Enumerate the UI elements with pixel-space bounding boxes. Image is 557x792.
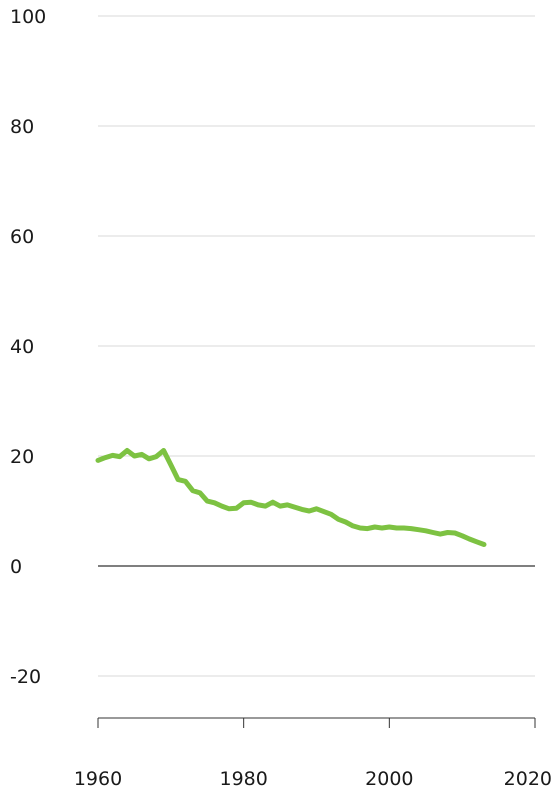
data-point xyxy=(344,520,348,524)
data-point xyxy=(249,500,253,504)
data-point xyxy=(169,463,173,467)
data-point xyxy=(467,537,471,541)
data-point xyxy=(417,528,421,532)
data-point xyxy=(271,500,275,504)
data-point xyxy=(438,532,442,536)
data-point xyxy=(264,504,268,508)
data-point xyxy=(125,449,129,453)
data-point xyxy=(293,505,297,509)
data-point xyxy=(205,499,209,503)
data-point xyxy=(132,454,136,458)
series-group xyxy=(95,448,487,547)
data-point xyxy=(395,526,399,530)
data-point xyxy=(366,527,370,531)
data-point xyxy=(409,527,413,531)
y-tick-label: 40 xyxy=(10,336,34,358)
y-tick-label: 100 xyxy=(10,6,46,28)
x-tick-label: 2000 xyxy=(365,768,413,790)
data-point xyxy=(380,526,384,530)
data-point xyxy=(446,531,450,535)
data-point xyxy=(162,449,166,453)
data-point xyxy=(300,507,304,511)
data-point xyxy=(358,526,362,530)
data-point xyxy=(402,526,406,530)
data-point xyxy=(118,455,122,459)
data-point xyxy=(191,489,195,493)
data-point xyxy=(278,504,282,508)
series-line-0 xyxy=(95,448,487,547)
data-point xyxy=(198,491,202,495)
data-point xyxy=(373,525,377,529)
data-point xyxy=(111,453,115,457)
data-point xyxy=(285,503,289,507)
data-point xyxy=(176,478,180,482)
x-tick-label: 1960 xyxy=(74,768,122,790)
data-point xyxy=(154,455,158,459)
data-point xyxy=(460,534,464,538)
data-point xyxy=(315,507,319,511)
x-tick-label: 2020 xyxy=(504,768,552,790)
data-point xyxy=(329,512,333,516)
y-tick-label: 0 xyxy=(10,556,22,578)
data-point xyxy=(227,507,231,511)
data-point xyxy=(475,540,479,544)
data-point xyxy=(431,531,435,535)
gridlines xyxy=(98,15,535,677)
data-point xyxy=(322,510,326,514)
y-tick-label: 20 xyxy=(10,446,34,468)
data-point xyxy=(234,506,238,510)
data-point xyxy=(387,525,391,529)
data-point xyxy=(140,452,144,456)
data-point xyxy=(103,456,107,460)
data-point xyxy=(482,543,486,547)
tick-labels: 100 80 60 40 20 0 -20 1960 1980 2000 2020 xyxy=(10,6,552,790)
data-point xyxy=(183,479,187,483)
data-point xyxy=(242,501,246,505)
data-point xyxy=(453,531,457,535)
data-point xyxy=(336,517,340,521)
data-point xyxy=(256,503,260,507)
data-point xyxy=(424,529,428,533)
data-point xyxy=(96,458,100,462)
data-point xyxy=(220,504,224,508)
y-tick-label: 60 xyxy=(10,226,34,248)
data-point xyxy=(307,509,311,513)
data-point xyxy=(351,524,355,528)
data-point xyxy=(147,457,151,461)
y-tick-label: 80 xyxy=(10,116,34,138)
x-axis xyxy=(97,717,536,728)
y-tick-label: -20 xyxy=(10,666,41,688)
x-tick-label: 1980 xyxy=(219,768,267,790)
data-point xyxy=(213,501,217,505)
